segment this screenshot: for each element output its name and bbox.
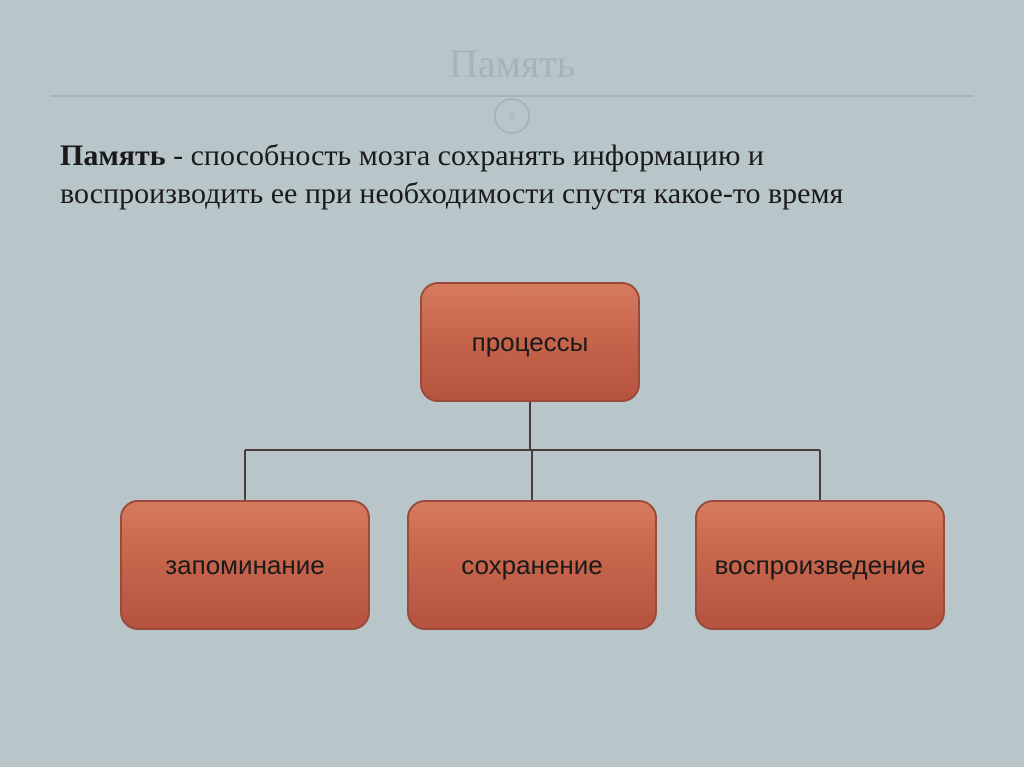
- slide: Память Память - способность мозга сохран…: [0, 0, 1024, 767]
- definition-term: Память: [60, 139, 166, 172]
- node-child-2-label: сохранение: [461, 550, 603, 581]
- node-parent: процессы: [420, 282, 640, 402]
- node-child-2: сохранение: [407, 500, 657, 630]
- node-parent-label: процессы: [472, 327, 589, 358]
- node-child-3-label: воспроизведение: [715, 550, 926, 581]
- definition-text: Память - способность мозга сохранять инф…: [50, 137, 974, 212]
- hierarchy-diagram: процессы запоминание сохранение воспроиз…: [50, 282, 974, 642]
- title-divider: [50, 95, 974, 97]
- slide-title: Память: [50, 40, 974, 87]
- node-child-1: запоминание: [120, 500, 370, 630]
- definition-body: - способность мозга сохранять информацию…: [60, 139, 843, 210]
- node-child-1-label: запоминание: [165, 550, 324, 581]
- title-area: Память: [50, 40, 974, 97]
- circle-ornament-icon: [494, 98, 530, 134]
- node-child-3: воспроизведение: [695, 500, 945, 630]
